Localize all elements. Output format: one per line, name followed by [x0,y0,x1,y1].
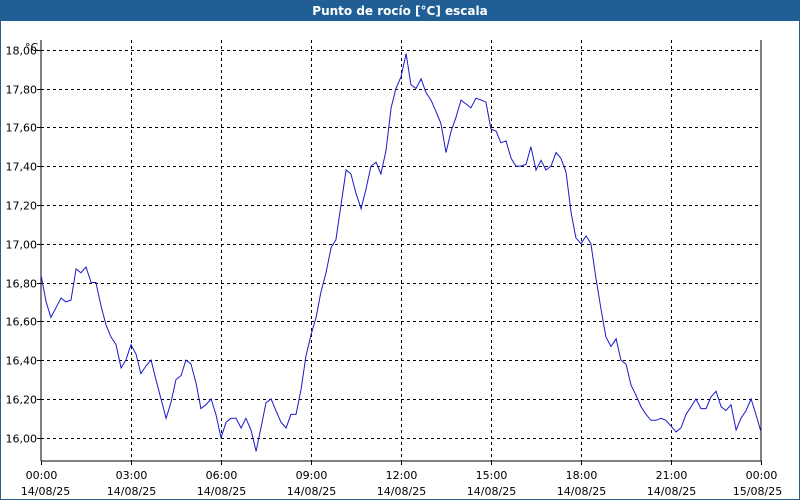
x-tick-date-label: 14/08/25 [647,485,696,498]
y-tick-label: 18,00 [6,45,38,58]
x-tick-time-label: 12:00 [386,469,418,482]
y-tick-label: 17,40 [6,161,38,174]
y-tick-label: 16,40 [6,355,38,368]
y-tick-label: 16,60 [6,316,38,329]
x-tick-date-label: 14/08/25 [107,485,156,498]
chart-title: Punto de rocío [°C] escala [1,1,799,21]
x-tick-date-label: 14/08/25 [21,485,70,498]
x-tick-time-label: 18:00 [566,469,598,482]
x-tick-date-label: 14/08/25 [197,485,246,498]
y-tick-label: 17,20 [6,200,38,213]
x-tick-time-label: 09:00 [296,469,328,482]
x-tick-time-label: 06:00 [206,469,238,482]
x-tick-date-label: 15/08/25 [733,485,782,498]
y-ticks: 16,00 16,20 16,40 16,60 16,80 17,00 17,20 17,40… [6,45,41,446]
dew-point-series-line [40,53,762,452]
grid-lines [41,40,761,461]
x-ticks: 00:00 14/08/25 03:00 14/08/25 06:00 14/08/25 0… [21,461,782,498]
x-tick-time-label: 03:00 [116,469,148,482]
x-tick-time-label: 21:00 [656,469,688,482]
x-tick-time-label: 15:00 [476,469,508,482]
y-tick-label: 16,20 [6,394,38,407]
y-tick-label: 16,80 [6,278,38,291]
y-axis-unit-label: °C [25,41,39,54]
x-tick-date-label: 14/08/25 [467,485,516,498]
y-tick-label: 17,00 [6,239,38,252]
x-tick-time-label: 00:00 [26,469,58,482]
y-tick-label: 16,00 [6,433,38,446]
y-tick-label: 17,60 [6,122,38,135]
x-tick-date-label: 14/08/25 [557,485,606,498]
x-tick-time-label: 00:00 [746,469,778,482]
y-tick-label: 17,80 [6,84,38,97]
x-tick-date-label: 14/08/25 [377,485,426,498]
x-tick-date-label: 14/08/25 [287,485,336,498]
